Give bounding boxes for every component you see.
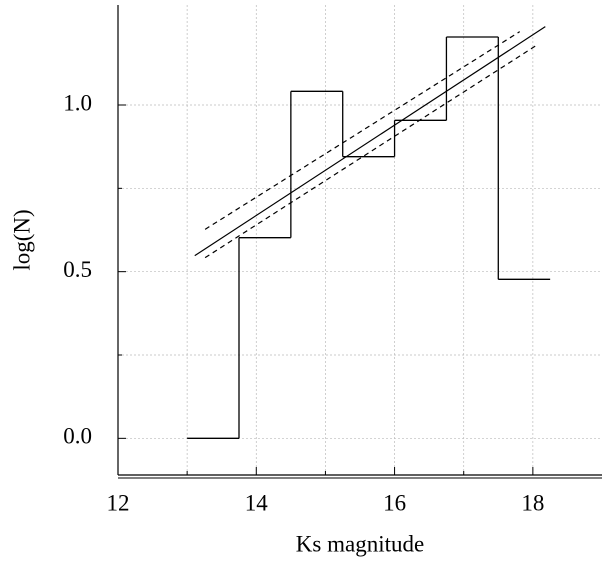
y-tick-label: 0.5 [63,257,92,282]
x-axis-label: Ks magnitude [296,531,424,556]
x-tick-label: 16 [383,490,406,515]
fit-line [194,26,546,257]
x-tick-label: 12 [107,490,130,515]
y-tick-label: 1.0 [63,90,92,115]
y-tick-label: 0.0 [63,424,92,449]
x-tick-label: 14 [245,490,269,515]
x-tick-label: 18 [521,490,544,515]
confidence-line [204,31,521,230]
confidence-line [204,44,538,259]
y-axis-label: log(N) [9,209,34,270]
